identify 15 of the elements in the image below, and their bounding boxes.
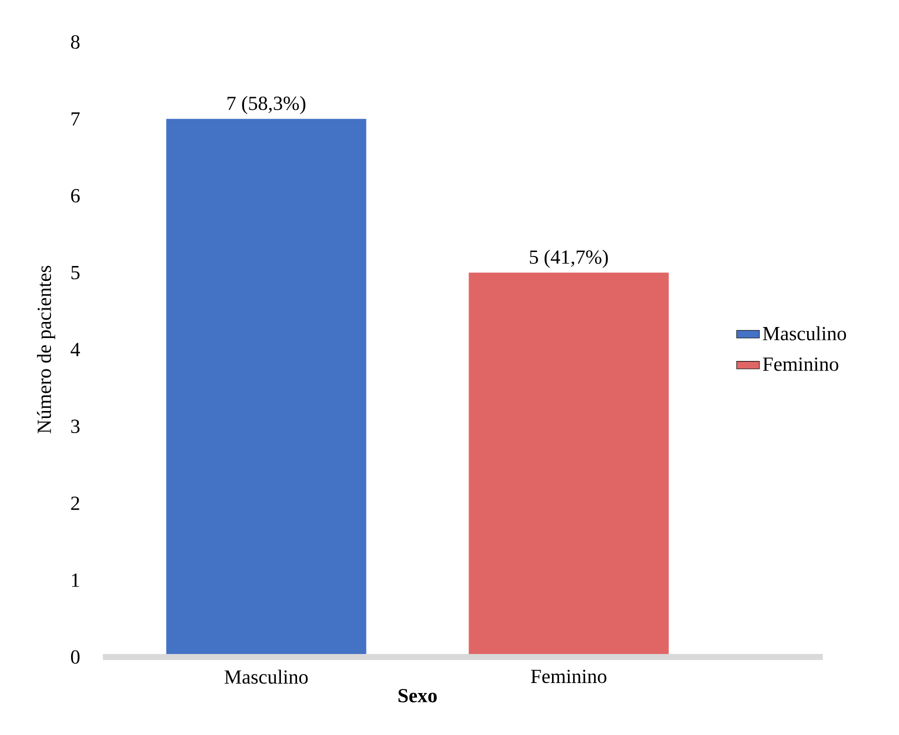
y-tick-label: 6 [71, 189, 80, 202]
y-tick-label: 2 [71, 496, 80, 510]
y-tick-label: 7 [72, 112, 80, 126]
y-axis-title: Número de pacientes [36, 266, 56, 434]
y-tick-label: 4 [70, 342, 80, 356]
y-tick-label: 0 [71, 650, 80, 664]
y-tick-label: 8 [71, 35, 80, 49]
legend-label: Masculino [762, 326, 846, 340]
data-label: 7 (58,3%) [228, 96, 306, 114]
y-tick-label: 5 [71, 266, 80, 280]
y-tick-label: 1 [72, 574, 80, 587]
x-axis-title: Sexo [398, 688, 437, 702]
legend-label: Feminino [762, 357, 838, 371]
data-label: 5 (41,7%) [530, 250, 608, 268]
y-tick-label: 3 [71, 420, 80, 434]
